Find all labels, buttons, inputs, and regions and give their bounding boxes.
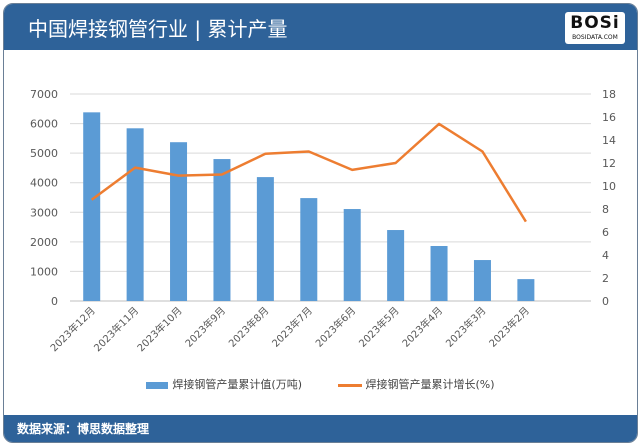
- bar: [300, 198, 318, 301]
- x-tick-label: 2023年2月: [486, 304, 532, 350]
- y2-tick-label: 12: [602, 157, 616, 170]
- y-tick-label: 7000: [30, 88, 58, 101]
- y2-tick-label: 14: [602, 134, 616, 147]
- y-tick-label: 6000: [30, 118, 58, 131]
- legend-item-bar: 焊接钢管产量累计值(万吨): [146, 376, 302, 392]
- logo-text: BOSi: [570, 13, 620, 33]
- legend: 焊接钢管产量累计值(万吨) 焊接钢管产量累计增长(%): [0, 376, 641, 392]
- bar: [430, 245, 448, 301]
- legend-item-line: 焊接钢管产量累计增长(%): [337, 376, 495, 392]
- y2-tick-label: 10: [602, 180, 616, 193]
- footer-bar: 数据来源：博思数据整理: [4, 415, 637, 442]
- x-tick-label: 2023年4月: [399, 304, 445, 350]
- page-title: 中国焊接钢管行业 | 累计产量: [28, 17, 288, 41]
- y-tick-label: 4000: [30, 177, 58, 190]
- chart-frame: 中国焊接钢管行业 | 累计产量 BOSi BOSIDATA.COM 数据来源：博…: [3, 3, 638, 443]
- x-tick-label: 2023年9月: [182, 304, 228, 350]
- x-tick-label: 2023年6月: [313, 304, 359, 350]
- y2-tick-label: 4: [602, 249, 609, 262]
- legend-label-bar: 焊接钢管产量累计值(万吨): [172, 378, 303, 391]
- header-bar: 中国焊接钢管行业 | 累计产量 BOSi BOSIDATA.COM: [4, 4, 637, 50]
- y-tick-label: 2000: [30, 236, 58, 249]
- legend-swatch-bar: [146, 381, 169, 389]
- y2-tick-label: 8: [602, 203, 609, 216]
- y2-tick-label: 6: [602, 226, 609, 239]
- y2-tick-label: 0: [602, 295, 609, 308]
- y2-tick-label: 2: [602, 272, 609, 285]
- x-tick-label: 2023年7月: [269, 304, 315, 350]
- bar: [387, 230, 405, 301]
- bar: [517, 279, 535, 301]
- bar: [83, 112, 101, 301]
- bar: [473, 260, 491, 301]
- data-source: 数据来源：博思数据整理: [17, 422, 150, 436]
- legend-swatch-line: [337, 383, 362, 387]
- bar: [256, 177, 274, 301]
- x-tick-label: 2023年8月: [226, 304, 272, 350]
- y-tick-label: 0: [51, 295, 58, 308]
- y-tick-label: 3000: [30, 206, 58, 219]
- x-tick-label: 2023年12月: [47, 304, 97, 354]
- x-tick-label: 2023年5月: [356, 304, 402, 350]
- y-tick-label: 1000: [30, 265, 58, 278]
- legend-label-line: 焊接钢管产量累计增长(%): [365, 378, 495, 391]
- bar: [126, 128, 144, 301]
- x-tick-label: 2023年10月: [134, 304, 184, 354]
- y2-tick-label: 18: [602, 88, 616, 101]
- x-tick-label: 2023年3月: [443, 304, 489, 350]
- bar: [170, 142, 188, 301]
- bosi-logo: BOSi BOSIDATA.COM: [565, 12, 625, 44]
- x-tick-label: 2023年11月: [91, 304, 141, 354]
- bar: [213, 159, 231, 301]
- logo-subtext: BOSIDATA.COM: [572, 34, 618, 41]
- bar: [343, 209, 361, 301]
- y2-tick-label: 16: [602, 111, 616, 124]
- y-tick-label: 5000: [30, 147, 58, 160]
